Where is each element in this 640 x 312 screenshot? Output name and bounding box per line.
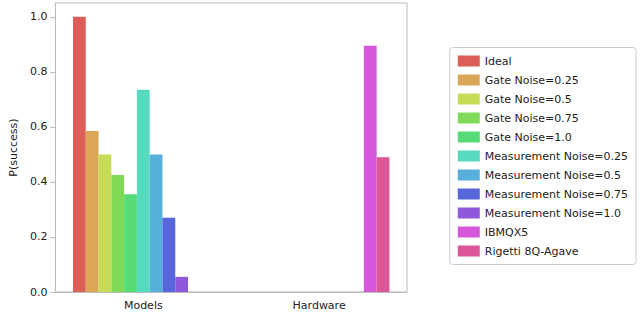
svg-text:IBMQX5: IBMQX5 (485, 226, 528, 239)
svg-text:1.0: 1.0 (30, 10, 48, 23)
svg-text:0.4: 0.4 (30, 175, 48, 188)
svg-text:0.0: 0.0 (30, 286, 48, 299)
svg-text:Measurement Noise=1.0: Measurement Noise=1.0 (485, 207, 621, 220)
svg-text:0.8: 0.8 (30, 65, 48, 78)
svg-text:Gate Noise=0.25: Gate Noise=0.25 (485, 74, 579, 87)
svg-text:Measurement Noise=0.25: Measurement Noise=0.25 (485, 150, 628, 163)
svg-text:Measurement Noise=0.5: Measurement Noise=0.5 (485, 169, 621, 182)
svg-text:P(success): P(success) (7, 118, 20, 176)
svg-text:0.2: 0.2 (30, 230, 48, 243)
svg-text:Gate Noise=0.75: Gate Noise=0.75 (485, 112, 579, 125)
svg-text:Measurement Noise=0.75: Measurement Noise=0.75 (485, 188, 628, 201)
svg-text:Gate Noise=0.5: Gate Noise=0.5 (485, 93, 572, 106)
svg-text:0.6: 0.6 (30, 120, 48, 133)
svg-text:Ideal: Ideal (485, 55, 512, 68)
svg-text:Gate Noise=1.0: Gate Noise=1.0 (485, 131, 572, 144)
svg-text:Rigetti 8Q-Agave: Rigetti 8Q-Agave (485, 245, 579, 258)
svg-text:Hardware: Hardware (293, 299, 346, 312)
svg-text:Models: Models (124, 299, 163, 312)
